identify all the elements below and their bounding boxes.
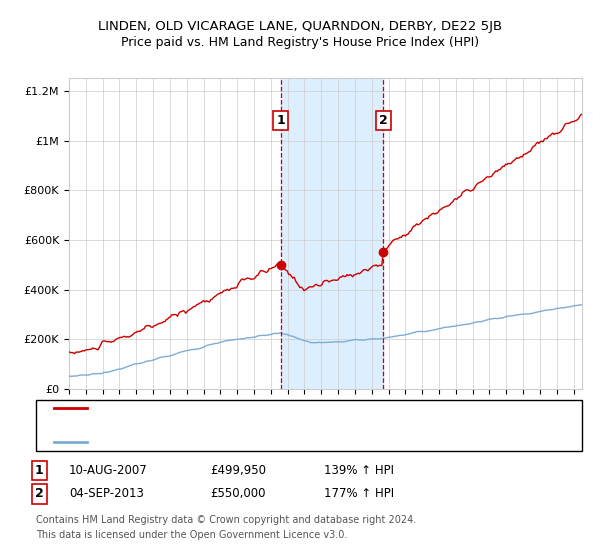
Text: 139% ↑ HPI: 139% ↑ HPI: [324, 464, 394, 477]
Text: Contains HM Land Registry data © Crown copyright and database right 2024.: Contains HM Land Registry data © Crown c…: [36, 515, 416, 525]
Text: 04-SEP-2013: 04-SEP-2013: [69, 487, 144, 501]
Text: HPI: Average price, detached house, Amber Valley: HPI: Average price, detached house, Ambe…: [93, 437, 373, 447]
Text: Price paid vs. HM Land Registry's House Price Index (HPI): Price paid vs. HM Land Registry's House …: [121, 36, 479, 49]
Text: £550,000: £550,000: [210, 487, 265, 501]
Text: 2: 2: [35, 487, 43, 501]
Text: This data is licensed under the Open Government Licence v3.0.: This data is licensed under the Open Gov…: [36, 530, 347, 540]
Text: 2: 2: [379, 114, 388, 127]
Text: 10-AUG-2007: 10-AUG-2007: [69, 464, 148, 477]
Text: 1: 1: [277, 114, 286, 127]
Text: 1: 1: [35, 464, 43, 477]
Text: £499,950: £499,950: [210, 464, 266, 477]
Text: LINDEN, OLD VICARAGE LANE, QUARNDON, DERBY, DE22 5JB: LINDEN, OLD VICARAGE LANE, QUARNDON, DER…: [98, 20, 502, 32]
Text: 177% ↑ HPI: 177% ↑ HPI: [324, 487, 394, 501]
Bar: [281, 78, 383, 389]
Text: LINDEN, OLD VICARAGE LANE, QUARNDON, DERBY, DE22 5JB (detached house): LINDEN, OLD VICARAGE LANE, QUARNDON, DER…: [93, 403, 536, 413]
